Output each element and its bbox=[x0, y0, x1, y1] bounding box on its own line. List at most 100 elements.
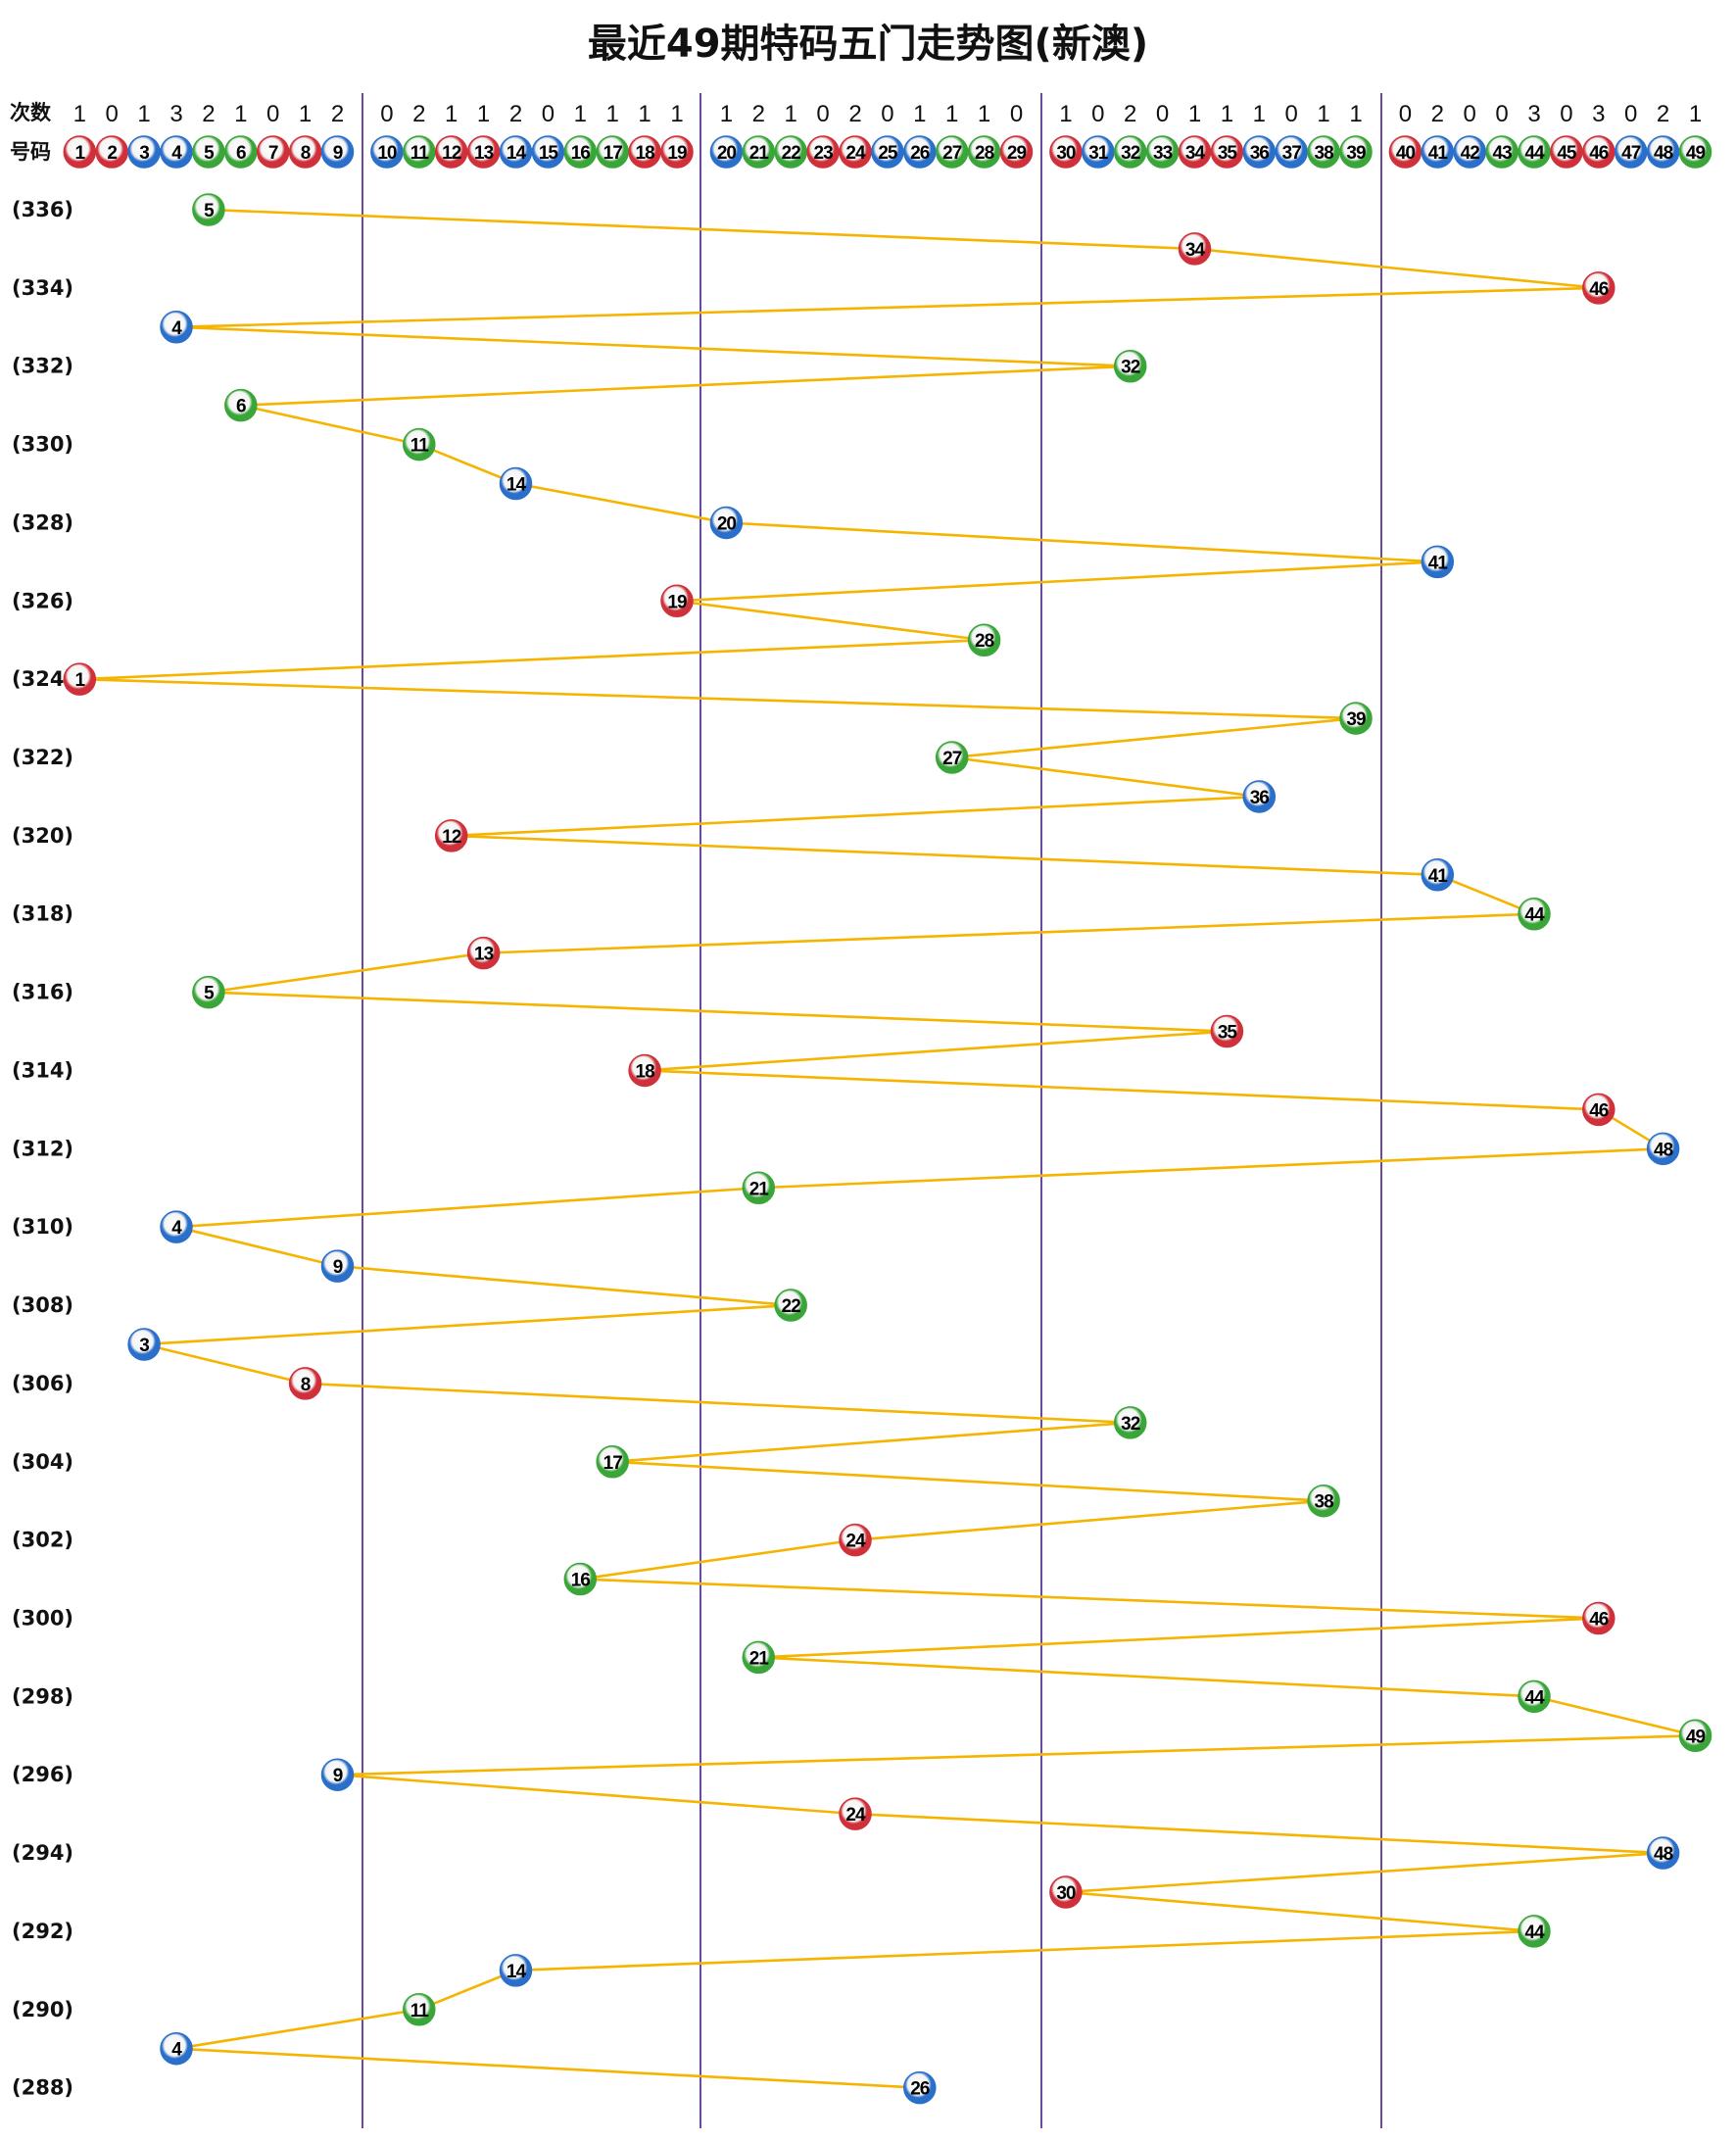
ball-blue bbox=[499, 466, 533, 501]
ball-red bbox=[1178, 135, 1212, 169]
draw-point: 9 bbox=[320, 1758, 355, 1791]
ball-number: 24 bbox=[845, 143, 866, 164]
ball-blue bbox=[1646, 1132, 1680, 1166]
count-value: 2 bbox=[202, 101, 215, 127]
ball-green bbox=[1678, 135, 1712, 169]
header-ball: 38 bbox=[1307, 135, 1340, 169]
trend-segment bbox=[337, 1733, 1696, 1777]
header-ball: 11 bbox=[403, 135, 436, 169]
ball-number: 32 bbox=[1121, 358, 1140, 378]
ball-number: 5 bbox=[204, 984, 215, 1004]
count-value: 2 bbox=[1431, 101, 1444, 127]
ball-red bbox=[839, 1523, 872, 1557]
count-label: 次数 bbox=[10, 101, 52, 124]
count-value: 3 bbox=[1592, 101, 1605, 127]
ball-number: 13 bbox=[474, 143, 494, 164]
ball-green bbox=[1339, 702, 1373, 735]
ball-blue bbox=[709, 135, 744, 169]
period-label: (326) bbox=[12, 589, 73, 612]
ball-number: 38 bbox=[1315, 143, 1334, 164]
header-ball: 35 bbox=[1210, 135, 1244, 169]
ball-green bbox=[1518, 1680, 1551, 1714]
draw-point: 5 bbox=[192, 193, 225, 226]
ball-blue bbox=[320, 135, 355, 169]
ball-number: 38 bbox=[1315, 1492, 1334, 1513]
ball-blue bbox=[903, 2070, 937, 2105]
ball-green bbox=[774, 135, 807, 169]
draw-point: 11 bbox=[403, 427, 436, 462]
ball-green bbox=[935, 135, 969, 169]
draw-point: 14 bbox=[499, 1954, 533, 1987]
count-value: 1 bbox=[1253, 101, 1266, 127]
draw-point: 20 bbox=[709, 506, 744, 540]
ball-number: 44 bbox=[1524, 143, 1545, 164]
trend-segment bbox=[580, 1538, 856, 1581]
header-ball: 27 bbox=[935, 135, 969, 169]
ball-red bbox=[839, 135, 872, 169]
ball-number: 30 bbox=[1056, 1883, 1076, 1904]
trend-segment bbox=[79, 677, 1357, 720]
draw-point: 24 bbox=[839, 1523, 872, 1557]
ball-number: 4 bbox=[171, 143, 182, 164]
header-ball: 16 bbox=[563, 135, 598, 169]
trend-segment bbox=[208, 951, 484, 994]
draw-point: 35 bbox=[1210, 1014, 1244, 1048]
header-ball: 5 bbox=[192, 135, 225, 169]
count-value: 2 bbox=[1657, 101, 1669, 127]
trend-segment bbox=[143, 1342, 306, 1386]
count-value: 0 bbox=[542, 101, 555, 127]
header-ball: 29 bbox=[999, 135, 1034, 169]
ball-green bbox=[1518, 135, 1551, 169]
trend-segment bbox=[418, 443, 516, 485]
ball-green bbox=[742, 135, 776, 169]
count-value: 1 bbox=[1188, 101, 1201, 127]
ball-number: 49 bbox=[1686, 143, 1706, 164]
trend-segment bbox=[175, 1225, 338, 1268]
ball-number: 39 bbox=[1346, 143, 1366, 164]
header-ball: 39 bbox=[1339, 135, 1373, 169]
ball-red bbox=[1210, 135, 1244, 169]
draw-point: 21 bbox=[742, 1171, 776, 1204]
ball-number: 44 bbox=[1524, 1687, 1545, 1708]
number-label: 号码 bbox=[10, 140, 51, 164]
count-value: 3 bbox=[169, 101, 182, 127]
ball-green bbox=[563, 135, 598, 169]
draw-point: 14 bbox=[499, 466, 533, 501]
ball-blue bbox=[160, 311, 193, 344]
trend-segment bbox=[144, 1303, 792, 1346]
ball-blue bbox=[1082, 135, 1115, 169]
ball-blue bbox=[1242, 135, 1277, 169]
trend-segment bbox=[208, 208, 1195, 251]
ball-blue bbox=[160, 1210, 193, 1243]
trend-segment bbox=[208, 991, 1228, 1033]
ball-number: 2 bbox=[107, 143, 117, 164]
ball-number: 41 bbox=[1428, 143, 1449, 164]
trend-segment bbox=[726, 521, 1438, 563]
count-value: 1 bbox=[1317, 101, 1329, 127]
ball-number: 5 bbox=[204, 143, 215, 164]
ball-blue bbox=[1646, 135, 1680, 169]
period-label: (332) bbox=[12, 355, 73, 378]
count-value: 1 bbox=[73, 101, 86, 127]
ball-red bbox=[434, 819, 468, 852]
ball-red bbox=[434, 135, 468, 169]
header-ball: 40 bbox=[1388, 135, 1423, 169]
ball-green bbox=[1518, 1915, 1551, 1948]
ball-number: 20 bbox=[717, 513, 737, 534]
draw-point: 34 bbox=[1178, 232, 1212, 266]
count-value: 1 bbox=[1349, 101, 1362, 127]
draw-point: 1 bbox=[63, 662, 97, 696]
header-ball: 36 bbox=[1242, 135, 1277, 169]
ball-number: 27 bbox=[942, 143, 962, 164]
ball-number: 21 bbox=[749, 1179, 770, 1199]
ball-red bbox=[839, 1797, 872, 1830]
ball-number: 21 bbox=[749, 1648, 770, 1669]
trend-segment bbox=[515, 1929, 1535, 1972]
ball-green bbox=[192, 193, 225, 226]
count-value: 1 bbox=[445, 101, 458, 127]
draw-point: 39 bbox=[1339, 702, 1373, 735]
trend-segment bbox=[175, 1186, 759, 1229]
draw-point: 46 bbox=[1582, 1093, 1615, 1127]
trend-segment bbox=[305, 1382, 1131, 1425]
header-ball: 30 bbox=[1049, 135, 1083, 169]
